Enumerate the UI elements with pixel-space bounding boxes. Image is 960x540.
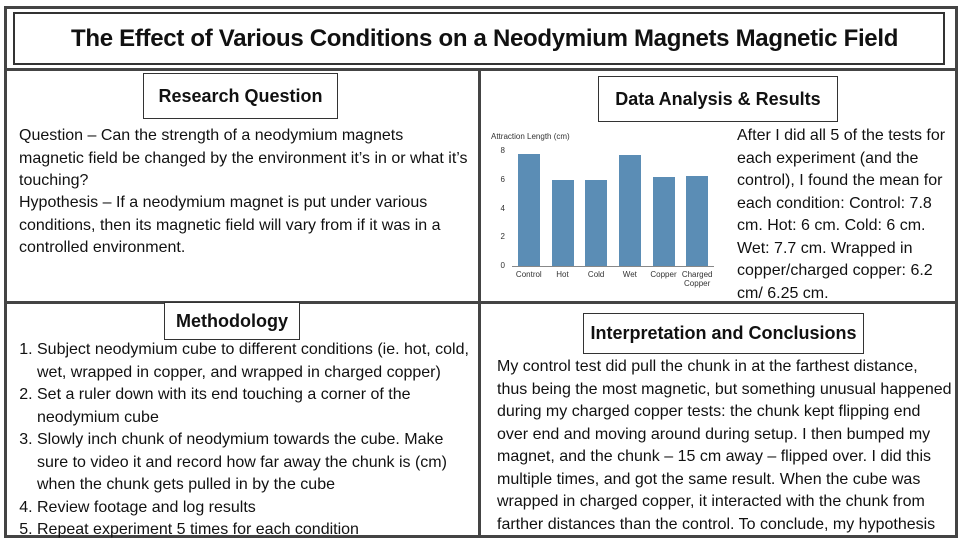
divider — [478, 68, 481, 538]
divider — [4, 301, 958, 304]
steps: Subject neodymium cube to different cond… — [19, 339, 469, 540]
divider — [4, 68, 958, 71]
results-text: After I did all 5 of the tests for each … — [737, 127, 946, 302]
step: Repeat experiment 5 times for each condi… — [37, 519, 469, 540]
title: The Effect of Various Conditions on a Ne… — [13, 12, 945, 65]
section-heading: Data Analysis & Results — [598, 76, 838, 122]
section-heading: Research Question — [143, 73, 338, 119]
step: Set a ruler down with its end touching a… — [37, 384, 469, 429]
section-heading: Methodology — [164, 302, 300, 340]
question: Question – Can the strength of a neodymi… — [19, 127, 468, 189]
conclusions-text: My control test did pull the chunk in at… — [497, 358, 952, 540]
hypothesis: Hypothesis – If a neodymium magnet is pu… — [19, 194, 441, 256]
frame — [4, 6, 958, 538]
section-heading: Interpretation and Conclusions — [583, 313, 864, 354]
step: Review footage and log results — [37, 497, 469, 520]
step: Subject neodymium cube to different cond… — [37, 339, 469, 384]
step: Slowly inch chunk of neodymium towards t… — [37, 429, 469, 497]
